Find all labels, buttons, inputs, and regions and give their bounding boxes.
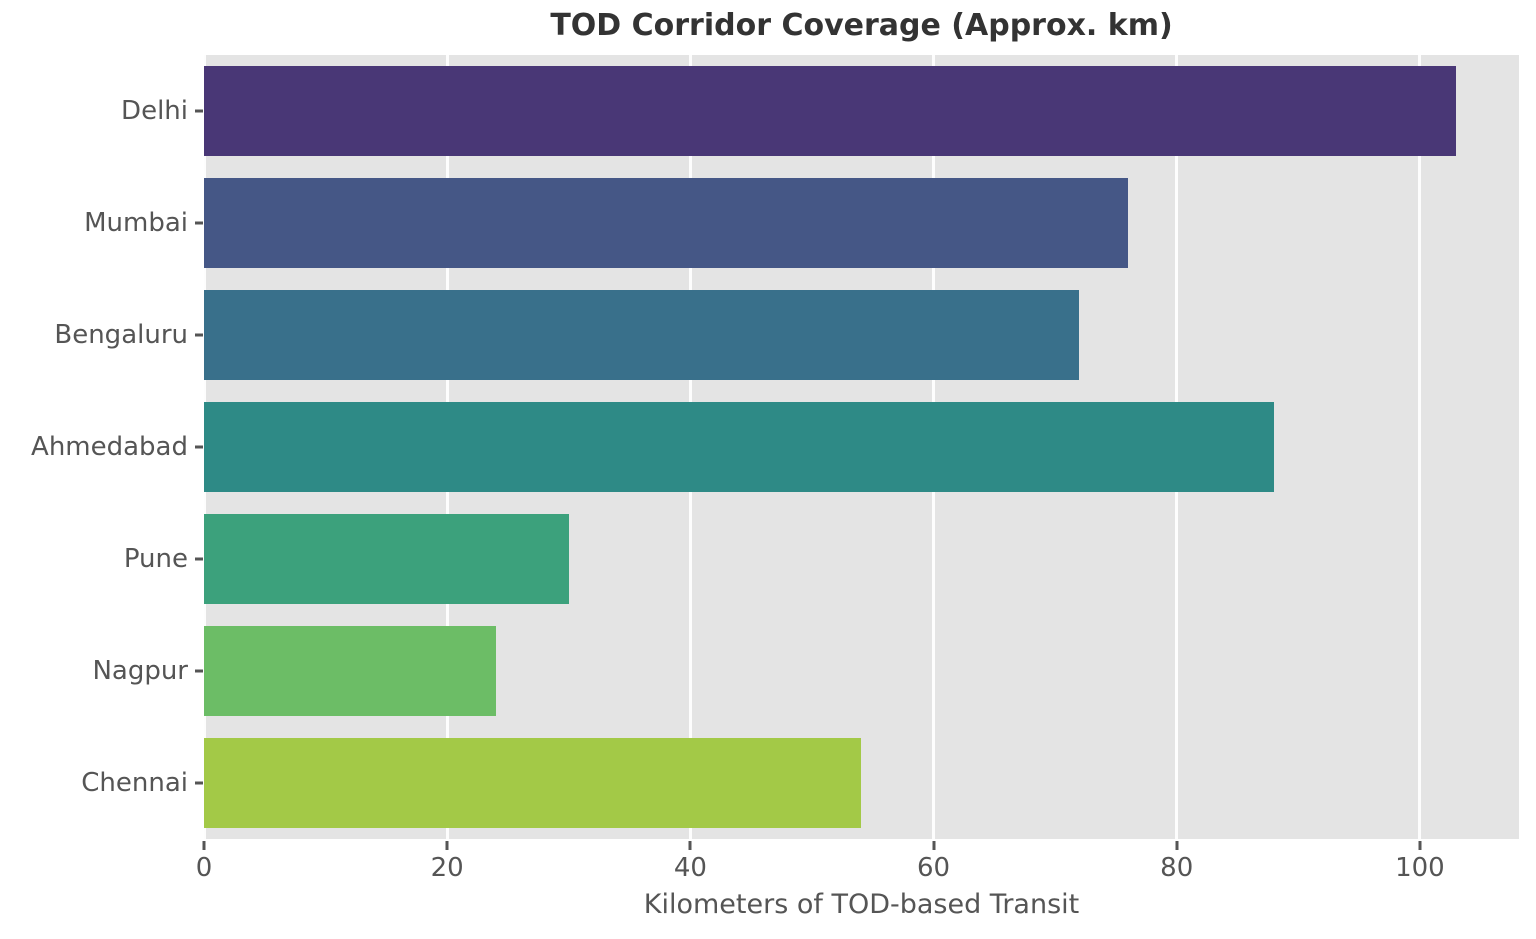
y-tick-mark-delhi: [195, 109, 203, 113]
bar-chennai: [204, 738, 861, 828]
bar-ahmedabad: [204, 402, 1274, 492]
bar-nagpur: [204, 626, 496, 716]
bar-mumbai: [204, 178, 1129, 268]
x-tick-mark-100: [1418, 841, 1422, 850]
x-tick-label-20: 20: [430, 853, 464, 883]
y-tick-label-ahmedabad: Ahmedabad: [31, 432, 188, 462]
gridline-100: [1418, 55, 1422, 839]
y-tick-mark-pune: [195, 557, 203, 561]
x-axis-label: Kilometers of TOD-based Transit: [643, 889, 1080, 920]
x-tick-label-60: 60: [916, 853, 951, 883]
x-tick-mark-40: [688, 841, 692, 850]
chart-title: TOD Corridor Coverage (Approx. km): [550, 8, 1173, 43]
y-tick-label-chennai: Chennai: [81, 768, 188, 798]
x-tick-label-80: 80: [1160, 853, 1194, 883]
bar-pune: [204, 514, 569, 604]
x-tick-mark-60: [932, 841, 936, 850]
y-tick-mark-bengaluru: [195, 333, 203, 337]
y-tick-label-nagpur: Nagpur: [92, 656, 188, 686]
x-tick-label-40: 40: [673, 853, 707, 883]
y-tick-label-mumbai: Mumbai: [84, 208, 188, 238]
bar-delhi: [204, 66, 1457, 156]
y-tick-label-bengaluru: Bengaluru: [54, 320, 188, 350]
bar-bengaluru: [204, 290, 1080, 380]
x-tick-mark-80: [1175, 841, 1179, 850]
y-tick-mark-ahmedabad: [195, 445, 203, 449]
x-tick-mark-0: [202, 841, 206, 850]
x-tick-label-100: 100: [1395, 853, 1445, 883]
x-tick-label-0: 0: [195, 853, 213, 883]
y-tick-mark-chennai: [195, 781, 203, 785]
x-tick-mark-20: [445, 841, 449, 850]
y-tick-label-pune: Pune: [123, 544, 188, 574]
y-tick-mark-mumbai: [195, 221, 203, 225]
plot-area: [204, 55, 1519, 839]
y-tick-mark-nagpur: [195, 669, 203, 673]
y-tick-label-delhi: Delhi: [121, 96, 188, 126]
